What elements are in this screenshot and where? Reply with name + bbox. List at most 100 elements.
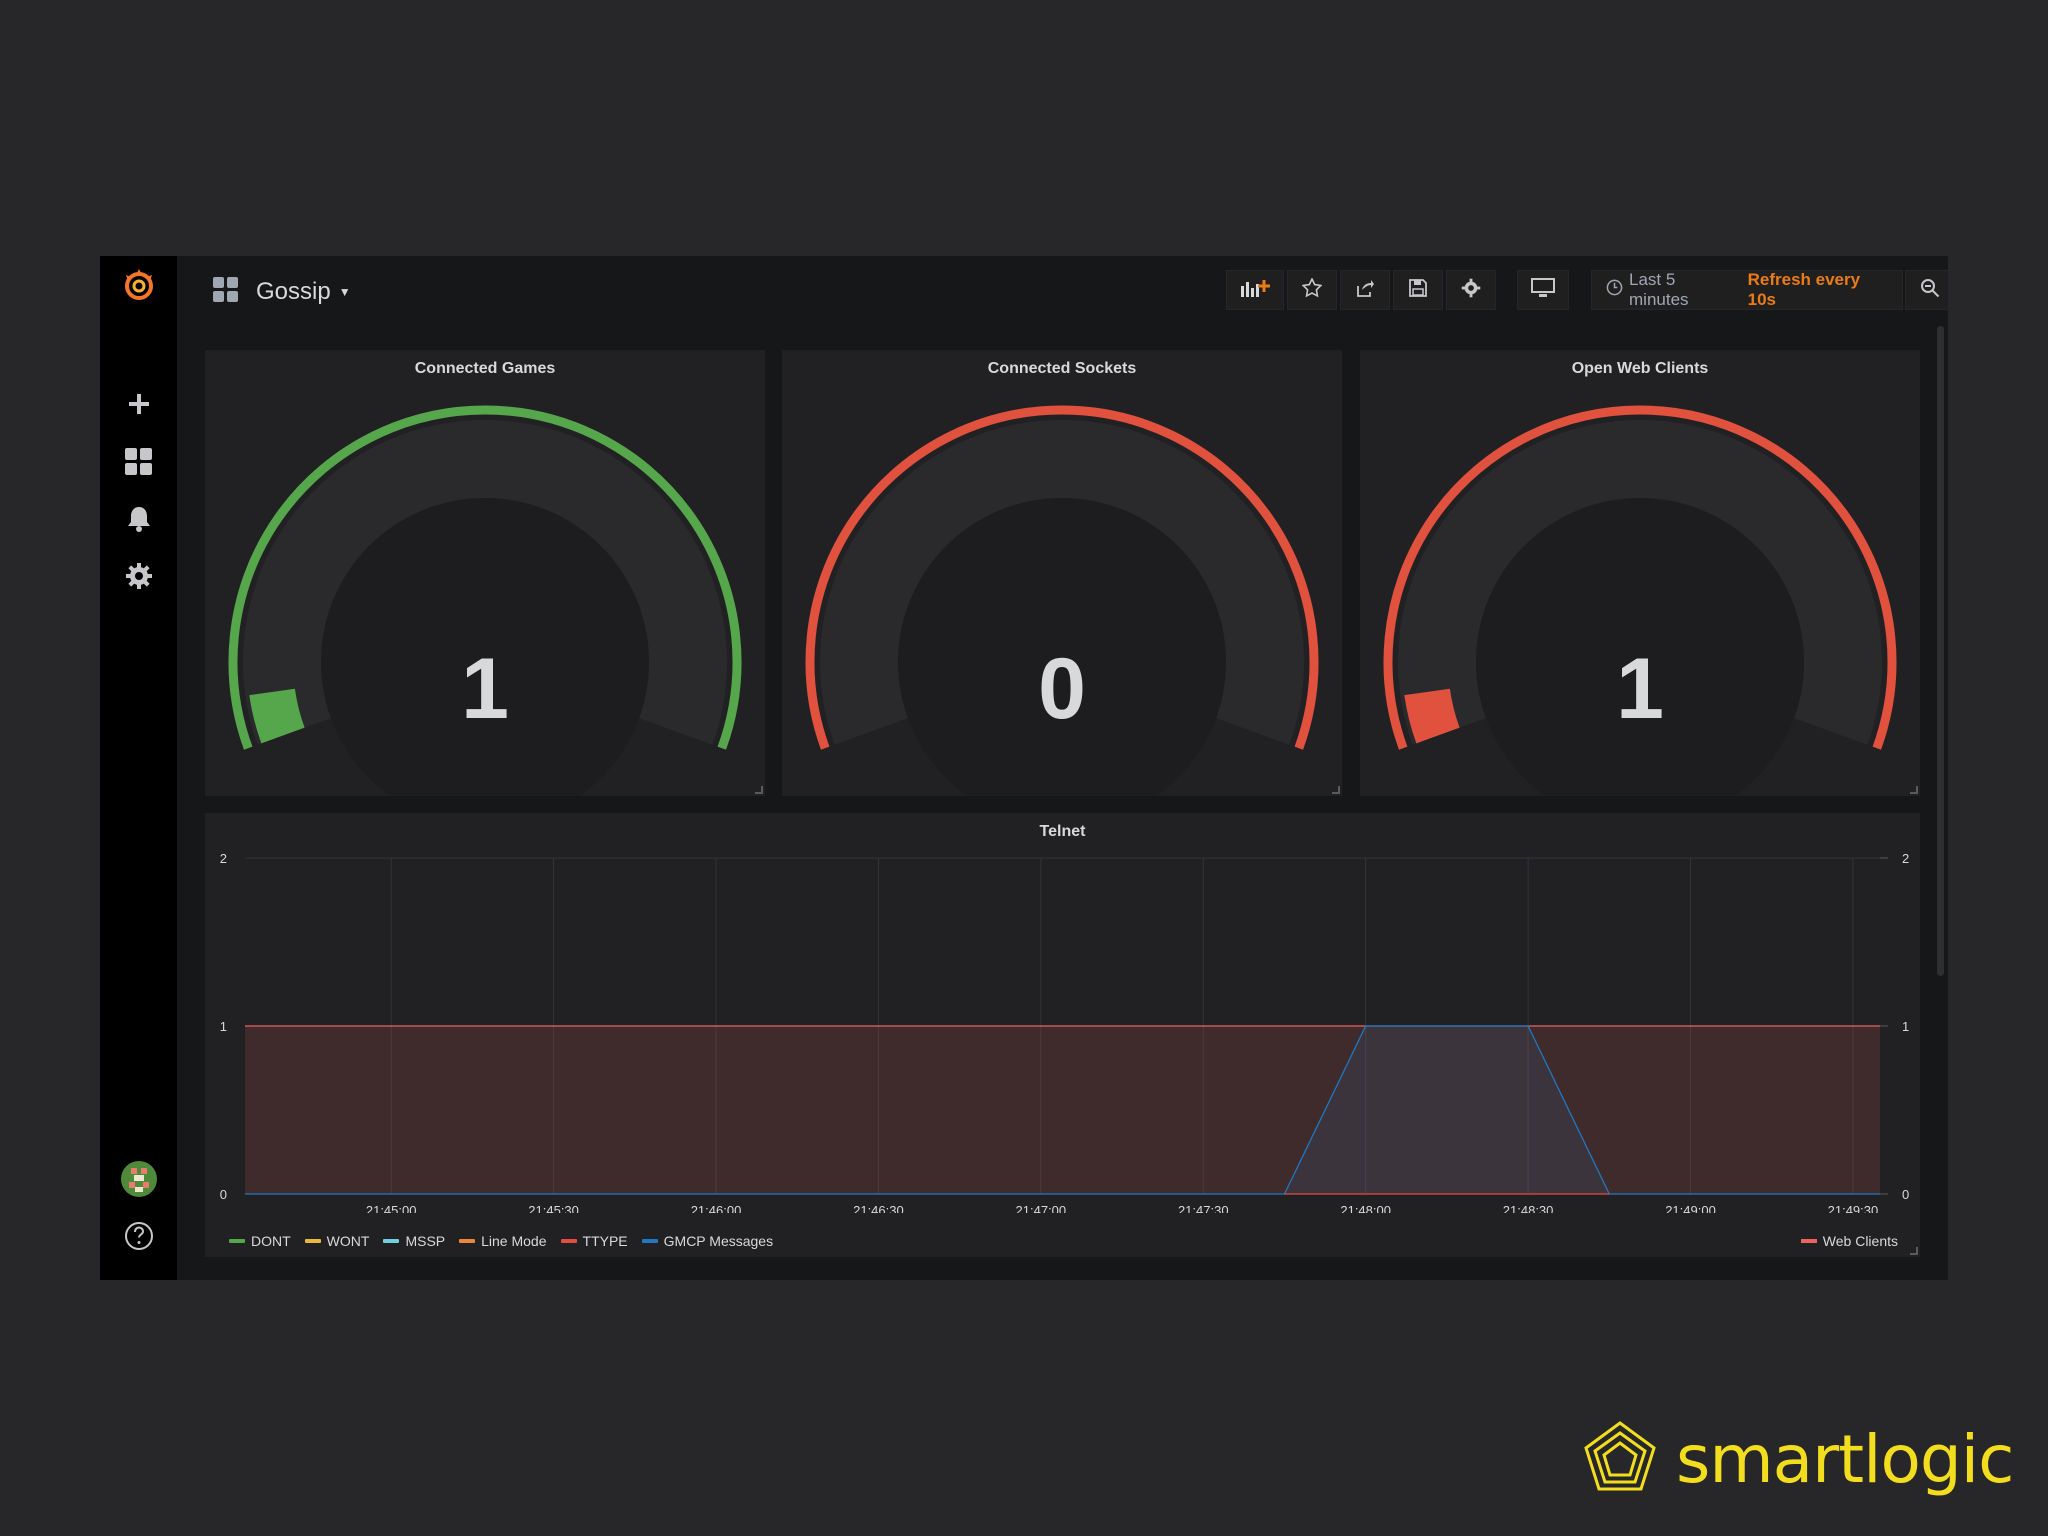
gauge-track (242, 419, 727, 745)
x-tick-label: 21:45:30 (528, 1203, 579, 1213)
legend-swatch (459, 1239, 476, 1243)
add-panel-button[interactable] (1226, 270, 1284, 310)
legend-label: WONT (326, 1233, 370, 1249)
series-area-gmcp-messages (245, 1026, 1880, 1194)
time-range-label: Last 5 minutes (1629, 270, 1689, 309)
monitor-icon (1531, 277, 1555, 303)
graph-panel-telnet: Telnet 0 1 2 0 1 2 21:45:00 21:45:30 21:46:00 21:… (205, 813, 1920, 1257)
x-tick-label: 21:47:00 (1016, 1203, 1067, 1213)
gauge-threshold-ring (805, 405, 1319, 750)
dashboard-title[interactable]: Gossip (256, 278, 331, 305)
legend-item-mssp[interactable]: MSSP (383, 1233, 445, 1249)
gauge-value-fill (1404, 688, 1460, 744)
gauge-value-fill (249, 688, 305, 744)
legend-item-dont[interactable]: DONT (229, 1233, 291, 1249)
resize-handle[interactable] (755, 786, 763, 794)
panel-title[interactable]: Connected Sockets (987, 360, 1137, 377)
x-tick-label: 21:46:00 (691, 1203, 742, 1213)
gauge-threshold-ring (228, 405, 742, 750)
time-picker-button[interactable]: Last 5 minutes Refresh every 10s (1591, 270, 1903, 310)
pentagon-logo-icon (1582, 1419, 1658, 1500)
zoom-out-button[interactable] (1905, 270, 1948, 310)
gauge-face (1476, 498, 1804, 796)
dashboards-icon[interactable] (118, 441, 160, 483)
save-button[interactable] (1393, 270, 1443, 310)
legend-label: MSSP (405, 1233, 446, 1249)
gauge-panel-open-web-clients: Open Web Clients 1 (1360, 350, 1920, 796)
dashboard-navbar: Gossip ▼ (177, 256, 1948, 328)
legend-swatch (383, 1239, 400, 1243)
side-nav (100, 256, 177, 1280)
panel-title[interactable]: Telnet (1039, 823, 1086, 840)
y-tick-label-left: 1 (220, 1019, 227, 1034)
add-panel-icon (1240, 278, 1270, 303)
legend-item-web-clients[interactable]: Web Clients (1800, 1233, 1898, 1249)
legend-swatch (229, 1239, 245, 1243)
gauge-threshold-ring (1383, 405, 1897, 750)
gauge-track (1398, 419, 1882, 745)
gauge (805, 405, 1319, 796)
legend-swatch (304, 1239, 321, 1243)
gauge (1383, 405, 1897, 796)
scrollbar[interactable] (1937, 326, 1944, 976)
grafana-window: Gossip ▼ (100, 256, 1948, 1280)
gauge-value: 1 (461, 641, 509, 737)
plus-icon[interactable] (118, 383, 160, 425)
share-icon (1355, 278, 1375, 303)
gauge-track (820, 419, 1304, 745)
y-tick-label-left: 0 (220, 1187, 227, 1202)
telnet-graph[interactable]: 0 1 2 0 1 2 21:45:00 21:45:30 21:46:00 21:46:30 21… (205, 813, 1920, 1213)
y-tick-label-right: 2 (1902, 851, 1909, 866)
series-line-gmcp-messages (245, 1025, 1880, 1195)
brand-name: smartlogic (1676, 1420, 2014, 1498)
gear-icon[interactable] (118, 555, 160, 597)
grafana-logo-icon[interactable] (118, 264, 160, 306)
x-tick-label: 21:45:00 (366, 1203, 417, 1213)
star-icon (1301, 276, 1323, 303)
legend-right: Web Clients (1800, 1233, 1898, 1249)
legend-swatch (1800, 1239, 1817, 1243)
x-tick-label: 21:47:30 (1178, 1203, 1229, 1213)
resize-handle[interactable] (1910, 1247, 1918, 1255)
y-tick-label-right: 0 (1902, 1187, 1909, 1202)
brand-logo: smartlogic (1582, 1418, 2014, 1500)
gauge (228, 405, 742, 796)
save-icon (1408, 278, 1428, 303)
dashboards-icon (212, 276, 240, 309)
panel-title[interactable]: Open Web Clients (1571, 360, 1709, 377)
legend-label: DONT (251, 1233, 291, 1249)
settings-button[interactable] (1446, 270, 1496, 310)
legend-item-ttype[interactable]: TTYPE (560, 1233, 628, 1249)
legend-label: Web Clients (1822, 1233, 1898, 1249)
series-area-web-clients (245, 1026, 1880, 1194)
legend-swatch (641, 1239, 658, 1243)
clock-icon (1606, 279, 1623, 301)
zoom-out-icon (1920, 278, 1940, 303)
help-icon[interactable] (118, 1215, 160, 1257)
y-tick-label-right: 1 (1902, 1019, 1909, 1034)
gauge-value: 1 (1616, 641, 1664, 737)
chevron-down-icon[interactable]: ▼ (338, 285, 351, 299)
panel-title[interactable]: Connected Games (414, 360, 556, 377)
share-button[interactable] (1340, 270, 1390, 310)
legend-label: Line Mode (481, 1233, 547, 1249)
x-tick-label: 21:48:30 (1503, 1203, 1554, 1213)
resize-handle[interactable] (1910, 786, 1918, 794)
legend-label: GMCP Messages (663, 1233, 774, 1249)
dashboard-title-picker[interactable]: Gossip ▼ (212, 272, 351, 312)
x-tick-label: 21:48:00 (1340, 1203, 1391, 1213)
legend-item-wont[interactable]: WONT (304, 1233, 370, 1249)
x-tick-label: 21:49:00 (1665, 1203, 1716, 1213)
star-button[interactable] (1287, 270, 1337, 310)
avatar[interactable] (118, 1158, 160, 1200)
y-tick-label-left: 2 (220, 851, 227, 866)
gauge-value: 0 (1038, 641, 1086, 737)
legend-item-gmcp-messages[interactable]: GMCP Messages (641, 1233, 774, 1249)
tv-mode-button[interactable] (1517, 270, 1569, 310)
x-tick-label: 21:49:30 (1828, 1203, 1879, 1213)
legend-item-line-mode[interactable]: Line Mode (459, 1233, 547, 1249)
bell-icon[interactable] (118, 498, 160, 540)
gauge-panel-connected-sockets: Connected Sockets 0 (782, 350, 1342, 796)
legend: DONT WONT MSSP Line Mode TTYPE GMCP Mess… (229, 1233, 773, 1249)
resize-handle[interactable] (1332, 786, 1340, 794)
